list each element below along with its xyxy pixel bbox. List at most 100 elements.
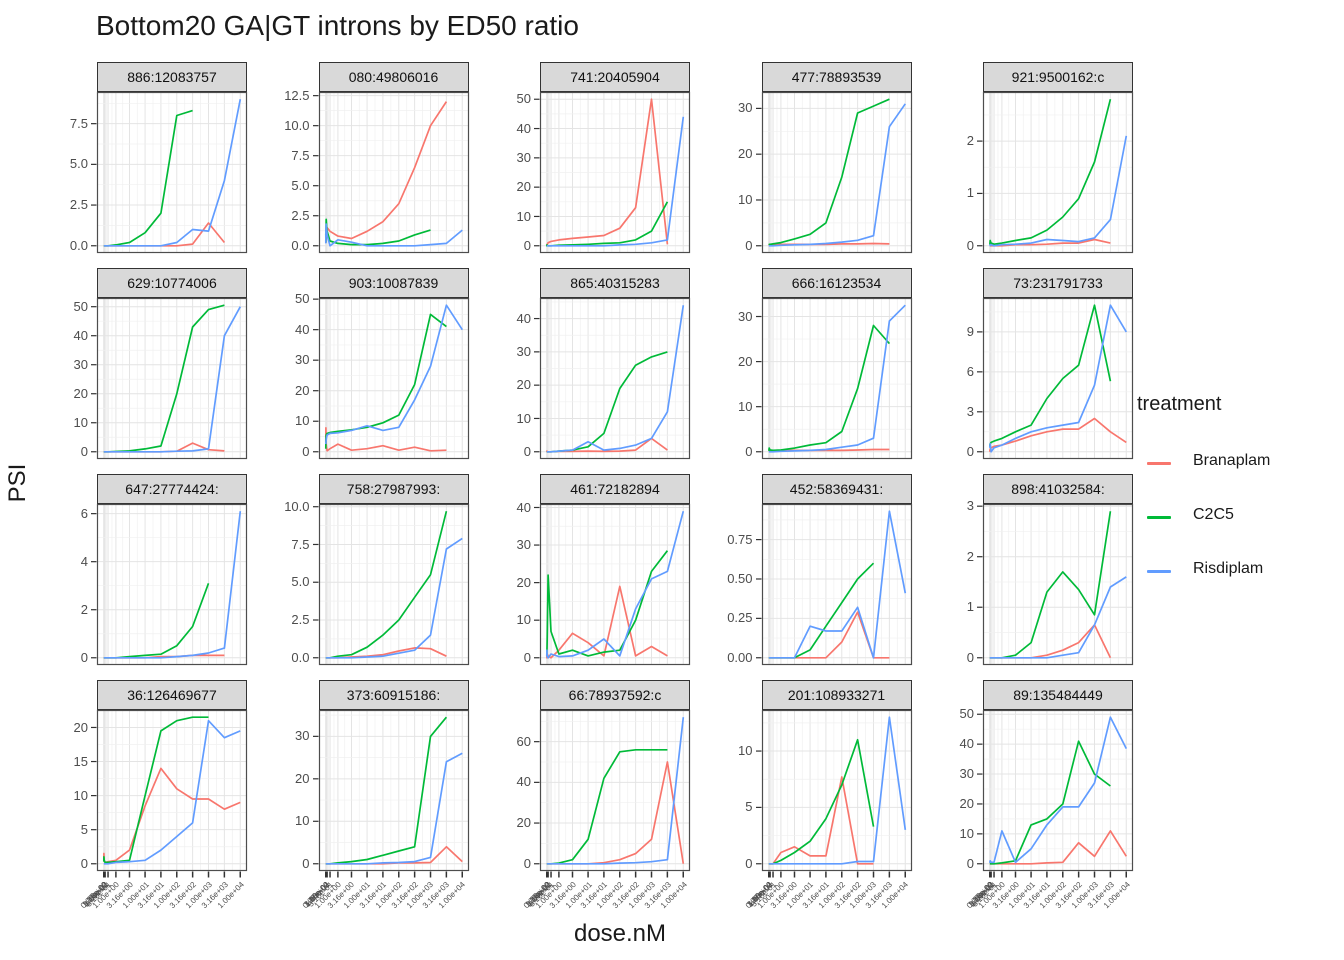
facet-strip-label: 898:41032584: [983,474,1133,504]
facet: 461:72182894 0 10 20 30 40 [484,474,691,666]
y-tick-label: 0 [302,443,310,459]
y-tick-label: 7.5 [69,115,88,131]
facet: 741:20405904 0 10 20 30 40 50 [484,62,691,254]
facet: 66:78937592:c 0 20 40 60 0.00e+00 1.00e-02 3.16… [484,680,691,926]
y-tick-label: 2 [80,601,88,617]
facet: 36:126469677 0 5 10 15 20 0.00e+00 1.00e-02 3.16… [41,680,248,926]
facet-strip-label: 921:9500162:c [983,62,1133,92]
facet-panel [977,297,1134,460]
y-tick-label: 0 [745,443,753,459]
facet-panel [977,91,1134,254]
facet: 452:58369431: 0.00 0.25 0.50 0.75 [706,474,912,666]
x-axis-title: dose.nM [573,920,667,947]
y-tick-label: 0.0 [291,649,310,665]
facet: 477:78893539 0 10 20 30 [706,62,912,254]
y-tick-label: 6 [80,505,88,521]
plot-title: Bottom20 GA|GT introns by ED50 ratio [96,10,579,41]
y-tick-label: 20 [73,719,88,735]
y-tick-label: 40 [516,310,531,326]
y-tick-label: 5 [80,821,88,837]
y-tick-label: 2 [966,548,974,564]
facet: 903:10087839 0 10 20 30 40 50 [263,268,469,460]
y-tick-label: 3 [966,498,974,514]
facet: 921:9500162:c 0 1 2 [927,62,1134,254]
y-tick-label: 10.0 [284,117,310,133]
facet: 080:49806016 0.0 2.5 5.0 7.5 10.0 12.5 [263,62,469,254]
y-tick-label: 20 [959,796,974,811]
y-tick-label: 0.00 [727,649,753,665]
y-tick-label: 0 [523,855,531,871]
facet-panel [755,91,912,254]
y-tick-label: 30 [295,728,310,744]
legend-key-line-branaplam [1147,462,1171,465]
facet-strip-label: 201:108933271 [761,680,912,710]
facet-panel [91,709,248,878]
y-tick-label: 20 [295,770,310,786]
y-tick-label: 10 [959,825,974,841]
y-tick-label: 10 [738,398,753,414]
series-line-risdiplam [103,719,241,865]
y-tick-label: 30 [516,149,531,165]
y-tick-label: 40 [73,327,88,343]
y-tick-label: 30 [73,356,88,372]
facet-panel [91,297,248,460]
y-tick-label: 0.0 [69,237,88,253]
facet-strip-label: 629:10774006 [97,268,247,298]
y-tick-label: 0 [966,649,974,665]
y-tick-label: 20 [516,377,531,393]
y-tick-label: 4 [80,553,88,569]
facet-panel [91,91,248,254]
facet-strip-label: 758:27987993: [318,474,469,504]
facet-panel [755,297,912,460]
facet-strip-label: 886:12083757 [97,62,247,92]
legend-key-line-risdiplam [1147,570,1171,573]
y-tick-label: 10 [295,813,310,829]
facet-strip-label: 73:231791733 [983,268,1133,298]
y-tick-label: 1 [966,185,974,201]
legend-title: treatment [1137,393,1222,415]
y-tick-label: 5.0 [69,156,88,172]
series-line-risdiplam [989,135,1128,247]
y-tick-label: 30 [516,343,531,359]
y-tick-label: 2.5 [291,207,310,223]
y-tick-label: 7.5 [291,147,310,163]
y-tick-label: 30 [959,766,974,782]
y-tick-label: 10 [73,414,88,430]
y-tick-label: 20 [295,382,310,398]
series-line-risdiplam [103,99,242,247]
series-line-c2c5 [545,550,669,657]
facet-strip-label: 373:60915186: [318,680,469,710]
facet: 629:10774006 0 10 20 30 40 50 [41,268,248,460]
y-tick-label: 20 [738,146,753,162]
y-tick-label: 50 [959,706,974,722]
y-tick-label: 0.75 [727,531,753,547]
y-tick-label: 0.0 [291,237,310,253]
y-tick-label: 5.0 [291,574,310,590]
y-tick-label: 20 [738,353,753,369]
series-line-risdiplam [989,576,1127,659]
y-tick-label: 60 [516,733,531,749]
facet: 89:135484449 0 10 20 30 40 50 0.00e+00 1.00e-02 3… [927,680,1134,926]
series-line-risdiplam [767,103,906,247]
y-tick-label: 9 [966,323,974,339]
facet-strip-label: 666:16123534 [761,268,912,298]
y-tick-label: 15 [73,753,88,769]
facet-panel [534,297,691,460]
y-tick-label: 0 [80,855,88,871]
facet-panel [755,709,912,878]
legend-entry-label: C2C5 [1193,506,1234,523]
facet: 898:41032584: 0 1 2 3 [927,474,1134,666]
facet-panel [977,503,1134,666]
series-line-c2c5 [767,98,890,246]
y-tick-label: 0 [80,649,88,665]
y-tick-label: 0.25 [727,610,753,626]
facet-strip-label: 741:20405904 [540,62,690,92]
y-tick-label: 10 [738,192,753,207]
series-line-risdiplam [546,717,685,865]
facet-panel [312,91,469,254]
y-tick-label: 30 [738,100,753,116]
facet-panel [312,709,469,878]
facet-strip-label: 080:49806016 [318,62,469,92]
y-tick-label: 20 [516,815,531,831]
y-tick-label: 5 [745,799,753,815]
